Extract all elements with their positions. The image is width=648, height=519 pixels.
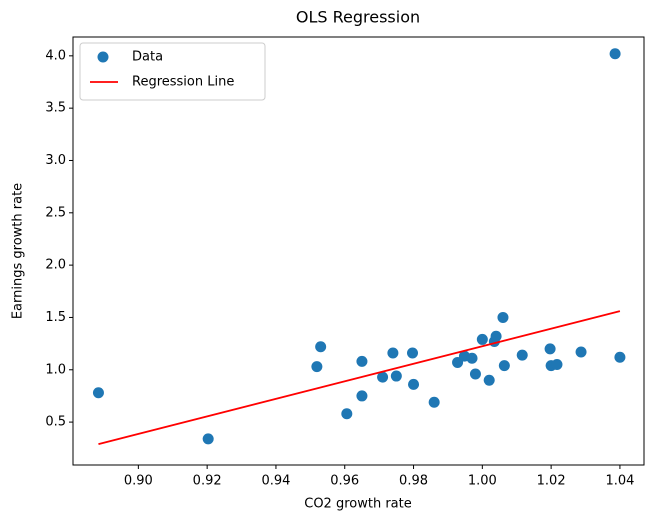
y-tick-label: 0.5	[45, 415, 66, 430]
data-point	[469, 368, 481, 380]
data-point	[202, 433, 214, 445]
data-point	[516, 349, 528, 361]
data-point	[311, 361, 323, 373]
data-point	[315, 341, 327, 353]
data-point	[387, 347, 399, 359]
legend-box	[79, 42, 266, 101]
data-point	[609, 48, 621, 60]
data-point	[408, 378, 420, 390]
data-point	[483, 374, 495, 386]
data-point	[614, 351, 626, 363]
data-point	[407, 347, 419, 359]
legend-label: Regression Line	[132, 75, 234, 90]
data-point	[497, 311, 509, 323]
y-tick-label: 2.0	[45, 258, 66, 273]
x-tick-label: 0.94	[261, 474, 290, 489]
data-point	[551, 359, 563, 371]
x-tick-label: 1.02	[537, 474, 566, 489]
y-tick-label: 2.5	[45, 205, 66, 220]
y-tick-label: 3.0	[45, 153, 66, 168]
data-point	[490, 330, 502, 342]
legend-label: Data	[132, 50, 163, 65]
data-point	[341, 408, 353, 420]
regression-line	[98, 310, 621, 445]
legend-marker	[97, 51, 109, 63]
data-point	[377, 371, 389, 383]
x-tick-label: 1.04	[605, 474, 634, 489]
data-point	[92, 387, 104, 399]
x-tick-label: 0.96	[330, 474, 359, 489]
y-tick-label: 1.0	[45, 362, 66, 377]
data-point	[575, 346, 587, 358]
plot-frame	[72, 36, 645, 466]
data-point	[544, 343, 556, 355]
data-point	[428, 396, 440, 408]
chart-title: OLS Regression	[296, 8, 420, 27]
x-tick-label: 0.90	[124, 474, 153, 489]
data-point	[476, 333, 488, 345]
data-point	[466, 352, 478, 364]
x-axis-label: CO2 growth rate	[304, 497, 412, 512]
data-point	[390, 370, 402, 382]
y-tick-label: 4.0	[45, 48, 66, 63]
data-point	[356, 355, 368, 367]
x-tick-label: 0.98	[399, 474, 428, 489]
y-tick-label: 1.5	[45, 310, 66, 325]
data-point	[356, 390, 368, 402]
data-point	[498, 360, 510, 372]
y-axis-label: Earnings growth rate	[11, 183, 26, 319]
x-tick-label: 1.00	[468, 474, 497, 489]
y-tick-label: 3.5	[45, 101, 66, 116]
x-tick-label: 0.92	[193, 474, 222, 489]
